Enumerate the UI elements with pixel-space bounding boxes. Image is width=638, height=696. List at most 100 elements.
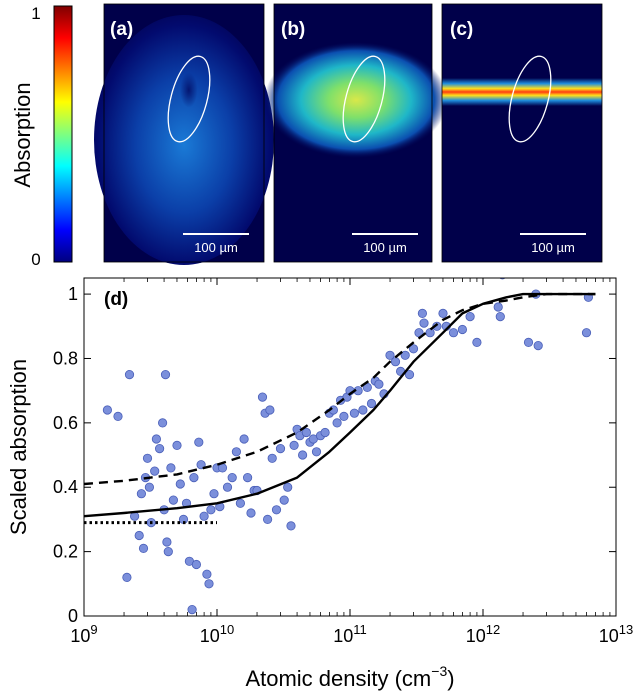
data-point bbox=[275, 443, 286, 454]
data-point bbox=[235, 498, 245, 508]
panel-c-label: (c) bbox=[450, 19, 473, 40]
data-point bbox=[320, 427, 330, 438]
x-tick-label-exponent: 9 bbox=[90, 622, 97, 637]
data-point bbox=[493, 302, 503, 312]
data-point bbox=[465, 311, 475, 322]
x-tick-label: 1012 bbox=[466, 622, 501, 646]
x-tick-label-base: 10 bbox=[70, 626, 90, 646]
panel-a-hole bbox=[170, 58, 210, 138]
data-point bbox=[332, 418, 342, 428]
panel-a-cloud bbox=[94, 15, 274, 265]
y-tick-label: 1 bbox=[68, 284, 78, 304]
panel-b-ellipse-overlay bbox=[342, 55, 386, 143]
data-point bbox=[267, 453, 277, 463]
data-point bbox=[163, 546, 173, 557]
data-point bbox=[113, 411, 123, 421]
panel-b-scalebar-label: 100 µm bbox=[363, 240, 407, 255]
data-point bbox=[390, 357, 401, 367]
data-point bbox=[301, 427, 311, 438]
colorbar-label: Absorption bbox=[10, 82, 35, 187]
data-point bbox=[144, 482, 154, 492]
panel-a-scalebar-label: 100 µm bbox=[194, 240, 238, 255]
x-tick-label-exponent: 13 bbox=[619, 622, 633, 637]
panel-c-stripe bbox=[442, 78, 602, 106]
data-point bbox=[289, 440, 299, 450]
data-point bbox=[168, 495, 178, 505]
y-tick-label: 0.2 bbox=[53, 542, 78, 562]
curve-dashed bbox=[84, 292, 596, 486]
data-point bbox=[243, 472, 253, 483]
x-axis-label-main: Atomic density (cm bbox=[245, 666, 431, 691]
data-point bbox=[155, 443, 165, 454]
colorbar-gradient bbox=[53, 5, 73, 263]
data-point bbox=[448, 328, 459, 338]
panel-b-cloud bbox=[264, 42, 448, 158]
x-tick-label: 109 bbox=[70, 622, 97, 646]
y-tick-label: 0.8 bbox=[53, 348, 78, 368]
data-point bbox=[231, 447, 241, 457]
data-point bbox=[339, 411, 349, 421]
data-point bbox=[438, 308, 448, 318]
colorbar-min-label: 0 bbox=[31, 250, 40, 269]
data-point bbox=[283, 482, 293, 492]
model-curves bbox=[84, 292, 596, 525]
data-point bbox=[366, 398, 377, 409]
panel-a-frame bbox=[103, 3, 265, 263]
x-tick-label-base: 10 bbox=[333, 626, 353, 646]
data-point bbox=[495, 311, 505, 322]
curve-solid bbox=[84, 292, 596, 518]
y-axis-label: Scaled absorption bbox=[6, 359, 31, 535]
data-point bbox=[158, 418, 168, 428]
x-tick-label-exponent: 11 bbox=[353, 622, 367, 637]
plot-area bbox=[84, 278, 616, 616]
panel-c-frame bbox=[441, 3, 603, 263]
panel-c: (c) 100 µm bbox=[441, 3, 603, 263]
data-point bbox=[187, 604, 197, 615]
panel-b-frame bbox=[273, 3, 433, 263]
data-point bbox=[271, 505, 282, 515]
panel-c-scalebar-label: 100 µm bbox=[531, 240, 575, 255]
data-point bbox=[122, 572, 132, 583]
data-point bbox=[349, 408, 359, 418]
data-point bbox=[204, 579, 214, 589]
x-tick-label-base: 10 bbox=[599, 626, 619, 646]
x-tick-label-exponent: 12 bbox=[486, 622, 500, 637]
x-axis-label-exponent: −3 bbox=[431, 663, 447, 679]
y-ticks: 0 0.2 0.4 0.6 0.8 1 bbox=[53, 284, 616, 626]
data-point bbox=[202, 569, 212, 579]
data-point bbox=[162, 537, 172, 547]
data-point bbox=[134, 530, 144, 541]
x-tick-label-exponent: 10 bbox=[220, 622, 234, 637]
x-axis-label: Atomic density (cm−3) bbox=[245, 663, 454, 691]
data-point bbox=[523, 337, 534, 347]
data-point bbox=[222, 482, 233, 492]
data-point bbox=[472, 337, 482, 347]
x-tick-label: 1010 bbox=[200, 622, 235, 646]
x-tick-label-base: 10 bbox=[200, 626, 220, 646]
plot-frame bbox=[83, 277, 617, 617]
colorbar-max-label: 1 bbox=[31, 4, 40, 23]
data-point bbox=[385, 350, 395, 360]
data-point bbox=[358, 405, 368, 415]
panel-a-label: (a) bbox=[110, 19, 133, 40]
panel-c-background bbox=[442, 4, 602, 262]
panel-d-chart: 109 1010 1011 1012 1013 00.20.40.60.81 (d) S… bbox=[6, 277, 633, 691]
data-point bbox=[265, 405, 275, 415]
data-point bbox=[311, 447, 322, 457]
data-point bbox=[209, 489, 219, 499]
y-tick-label: 0.4 bbox=[53, 477, 78, 497]
data-point bbox=[102, 405, 113, 415]
data-point bbox=[142, 453, 153, 463]
data-point bbox=[199, 511, 209, 521]
data-point bbox=[194, 437, 204, 447]
data-point bbox=[262, 514, 273, 525]
data-point bbox=[150, 466, 160, 476]
data-point bbox=[286, 521, 296, 531]
data-point bbox=[457, 324, 467, 335]
data-point bbox=[172, 440, 182, 450]
data-point bbox=[257, 392, 268, 402]
scatter-points bbox=[102, 278, 594, 615]
panel-a: (a) 100 µm bbox=[94, 3, 274, 265]
data-point bbox=[408, 344, 419, 354]
